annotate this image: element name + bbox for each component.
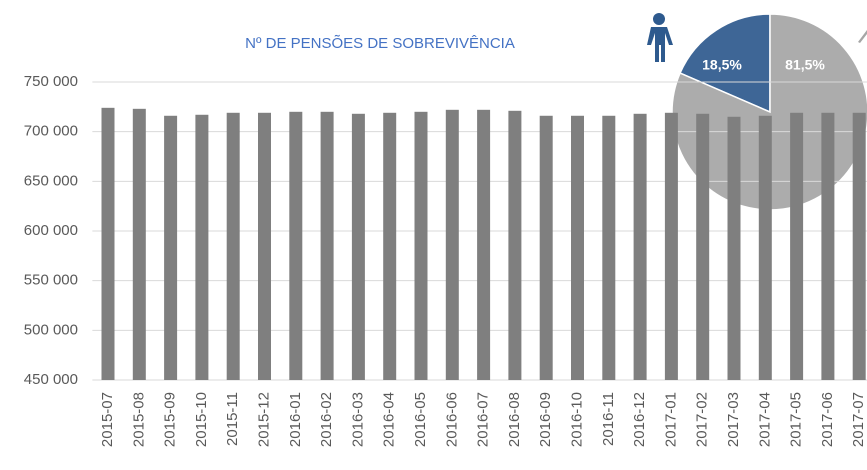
bar [664,112,678,380]
x-tick-label: 2015-10 [193,392,210,447]
bar [821,112,835,380]
bar [383,112,397,380]
bar [790,112,804,380]
x-tick-label: 2015-08 [130,392,147,447]
bar [414,111,428,381]
bar [289,111,303,381]
x-tick-label: 2017-02 [694,392,711,447]
x-tick-label: 2015-12 [255,392,272,447]
x-tick-label: 2017-04 [756,392,773,447]
x-tick-label: 2015-09 [162,392,179,447]
x-tick-label: 2016-02 [318,392,335,447]
y-tick-label: 450 000 [24,371,78,388]
man-icon [647,13,673,62]
bar [320,111,334,381]
bar [101,107,115,381]
x-tick-label: 2017-06 [819,392,836,447]
bar [164,115,178,381]
bar [539,115,553,381]
x-tick-label: 2016-12 [631,392,648,447]
x-tick-label: 2017-07 [850,392,867,447]
chart-title: Nº DE PENSÕES DE SOBREVIVÊNCIA [245,35,515,52]
slice-label: 81,5% [785,57,825,73]
x-tick-label: 2016-10 [568,392,585,447]
x-tick-label: 2016-08 [506,392,523,447]
bar [445,109,459,381]
bar [852,112,866,380]
bar [758,115,772,381]
woman-icon [858,30,867,43]
bar [132,108,146,380]
y-tick-label: 650 000 [24,172,78,189]
x-tick-label: 2015-11 [224,392,241,446]
bar [351,113,365,380]
y-tick-label: 700 000 [24,123,78,140]
bar [696,113,710,380]
x-tick-label: 2017-01 [662,392,679,447]
bar [727,116,741,381]
y-tick-label: 550 000 [24,272,78,289]
bar [602,115,616,381]
x-tick-label: 2016-04 [381,392,398,447]
x-tick-label: 2017-05 [788,392,805,447]
x-tick-label: 2017-03 [725,392,742,447]
bar [508,110,522,380]
y-tick-label: 500 000 [24,321,78,338]
bar [258,112,271,380]
slice-label: 18,5% [702,57,742,73]
x-tick-label: 2016-09 [537,392,554,447]
y-tick-label: 600 000 [24,222,78,239]
x-tick-label: 2016-07 [475,392,492,447]
x-tick-label: 2016-05 [412,392,429,447]
x-tick-label: 2015-07 [99,392,116,447]
x-tick-label: 2016-03 [349,392,366,447]
bar [195,114,209,380]
bar [226,112,240,380]
x-tick-label: 2016-11 [600,392,617,446]
pie-slice [679,13,771,114]
bar [571,115,584,381]
bar [633,113,647,380]
bar [477,109,491,381]
y-tick-label: 750 000 [24,73,78,90]
x-tick-label: 2016-06 [443,392,460,447]
x-tick-label: 2016-01 [287,392,304,447]
